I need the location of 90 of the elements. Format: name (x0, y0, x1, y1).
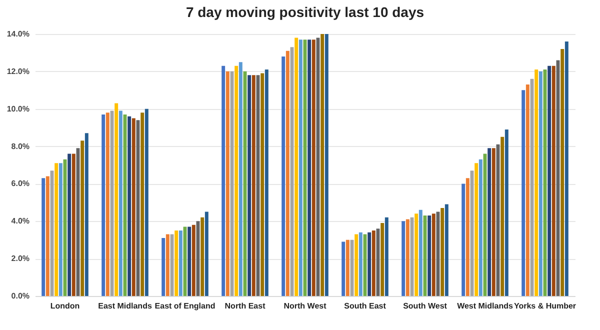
bar (144, 108, 148, 296)
bar (252, 75, 256, 296)
bar (132, 118, 136, 296)
bar (346, 240, 350, 296)
bar (238, 62, 242, 296)
y-tick-label: 10.0% (6, 104, 30, 114)
bar (380, 223, 384, 296)
bar (384, 217, 388, 296)
bar (260, 73, 264, 296)
bar (264, 70, 268, 296)
bar (204, 212, 208, 296)
bar (298, 40, 302, 296)
bar (444, 204, 448, 296)
bar (368, 232, 372, 296)
x-tick-label: West Midlands (457, 302, 514, 310)
bar (222, 66, 226, 296)
y-tick-label: 12.0% (6, 66, 30, 76)
x-tick-label: North West (284, 302, 327, 310)
bar (406, 219, 410, 296)
bar (560, 48, 564, 296)
chart-title: 7 day moving positivity last 10 days (186, 4, 424, 20)
bar (234, 66, 238, 296)
x-tick-label: South West (403, 302, 448, 310)
bar (552, 66, 556, 296)
bar (526, 84, 530, 296)
bar (354, 234, 358, 296)
bar (102, 114, 106, 296)
bar (42, 178, 46, 296)
bar (200, 217, 204, 296)
bar (118, 110, 122, 296)
bar (226, 71, 230, 296)
x-tick-label: North East (224, 302, 266, 310)
bar (564, 41, 568, 296)
bar (68, 154, 72, 296)
bar (286, 50, 290, 296)
bar (538, 71, 542, 296)
bar (294, 38, 298, 296)
bar (174, 230, 178, 296)
y-tick-label: 0.0% (11, 292, 30, 300)
bar (114, 103, 118, 296)
x-tick-label: East of England (154, 302, 216, 310)
bar (478, 159, 482, 296)
bar (248, 75, 252, 296)
bar (500, 136, 504, 296)
bar (440, 208, 444, 296)
bar (140, 112, 144, 296)
bar (492, 148, 496, 296)
bar (84, 133, 88, 296)
bar (188, 226, 192, 296)
bar (282, 56, 286, 296)
bar (166, 234, 170, 296)
bar (358, 232, 362, 296)
bar (46, 176, 50, 296)
x-tick-label: London (50, 302, 80, 310)
y-tick-label: 2.0% (11, 254, 30, 264)
y-tick-label: 4.0% (11, 216, 30, 226)
bar (504, 129, 508, 296)
bar (324, 34, 328, 296)
bar (342, 242, 346, 296)
bar (372, 230, 376, 296)
y-tick-label: 8.0% (11, 142, 30, 151)
bar (58, 163, 62, 296)
bar (320, 34, 324, 296)
bar (418, 210, 422, 296)
bar (54, 163, 58, 296)
bar (178, 230, 182, 296)
x-tick-label: South East (344, 302, 386, 310)
y-tick-label: 14.0% (6, 30, 30, 38)
x-tick-label: East Midlands (98, 302, 152, 310)
bar (72, 154, 76, 296)
bar (466, 178, 470, 296)
bar (428, 216, 432, 296)
bar (106, 112, 110, 296)
bar (462, 184, 466, 296)
bar (474, 163, 478, 296)
x-tick-label: Yorks & Humber (514, 302, 576, 310)
bar (488, 148, 492, 296)
bar (80, 140, 84, 296)
bar (128, 116, 132, 296)
bar (308, 40, 312, 296)
bar (312, 40, 316, 296)
bar (192, 224, 196, 296)
bar (534, 70, 538, 296)
bar (402, 221, 406, 296)
y-tick-label: 6.0% (11, 179, 30, 188)
bar (414, 214, 418, 296)
bar (432, 214, 436, 296)
bar (162, 238, 166, 296)
bar (548, 66, 552, 296)
bar (522, 90, 526, 296)
